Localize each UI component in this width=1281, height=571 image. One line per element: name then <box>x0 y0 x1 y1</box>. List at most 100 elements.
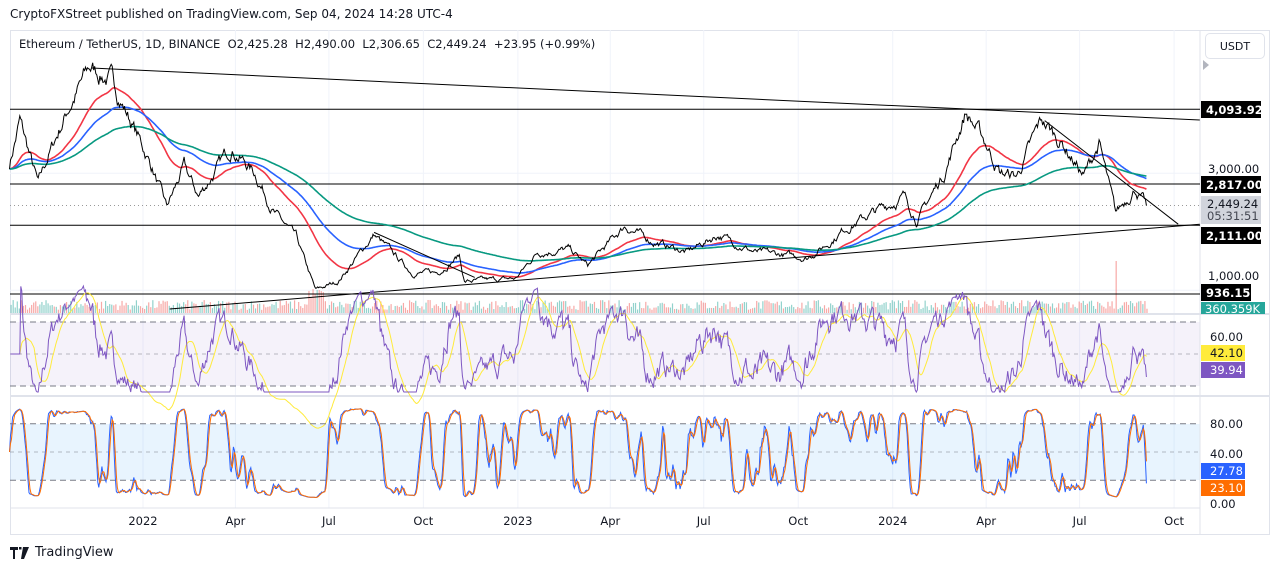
symbol-name[interactable]: Ethereum / TetherUS, 1D, BINANCE <box>19 37 221 51</box>
volume-bar <box>168 305 170 313</box>
volume-bar <box>339 301 341 313</box>
volume-bar <box>57 309 59 313</box>
volume-bar <box>1103 306 1105 313</box>
volume-bar <box>388 305 390 313</box>
volume-bar <box>760 308 762 313</box>
volume-bar <box>678 309 680 313</box>
volume-bar <box>815 301 817 313</box>
volume-bar <box>285 300 287 313</box>
volume-bar <box>774 303 776 313</box>
volume-bar <box>526 303 528 313</box>
volume-bar <box>263 304 265 313</box>
volume-bar <box>419 308 421 313</box>
volume-bar <box>180 306 183 313</box>
volume-bar <box>501 305 503 313</box>
volume-bar <box>632 303 635 313</box>
volume-bar <box>43 305 45 313</box>
volume-bar <box>558 300 561 313</box>
volume-bar <box>18 308 20 313</box>
volume-bar <box>271 304 273 313</box>
volume-bar <box>31 304 33 313</box>
volume-bar <box>766 300 768 313</box>
volume-bar <box>1121 305 1123 313</box>
volume-bar <box>162 300 164 313</box>
volume-bar <box>427 300 429 313</box>
volume-bar <box>573 305 575 313</box>
tradingview-logo-icon[interactable] <box>10 546 30 559</box>
volume-bar <box>712 307 715 313</box>
volume-label-box <box>1201 302 1265 314</box>
volume-bar <box>232 303 234 313</box>
volume-bar <box>938 309 941 313</box>
volume-bar <box>125 302 127 313</box>
volume-bar <box>667 307 669 313</box>
x-tick-label: Oct <box>1164 514 1184 528</box>
volume-bar <box>291 308 294 313</box>
level-label: 2,111.00 <box>1206 229 1263 243</box>
trendline <box>169 223 1200 310</box>
volume-bar <box>37 306 39 313</box>
volume-bar <box>548 302 550 313</box>
moving-average-line <box>9 106 1147 274</box>
currency-button[interactable]: USDT <box>1205 33 1265 59</box>
volume-bar <box>834 307 836 313</box>
volume-bar <box>195 303 197 313</box>
volume-bar <box>647 305 649 313</box>
volume-bar <box>597 308 600 313</box>
footer-brand[interactable]: TradingView <box>35 545 114 560</box>
volume-bar <box>193 303 195 313</box>
volume-bar <box>491 301 493 313</box>
volume-bar <box>503 307 505 313</box>
volume-bar <box>413 302 415 313</box>
volume-bar <box>694 308 696 313</box>
volume-bar <box>480 308 483 313</box>
volume-bar <box>84 303 86 313</box>
volume-bar <box>470 309 472 313</box>
volume-bar <box>1033 306 1035 313</box>
volume-bar <box>464 302 466 313</box>
volume-bar <box>226 302 228 313</box>
volume-bar <box>782 308 785 313</box>
trendline <box>1044 120 1179 225</box>
rsi-value: 39.94 <box>1210 363 1243 377</box>
x-tick-label: Jul <box>1072 514 1087 528</box>
volume-bar <box>324 301 326 313</box>
level-label-box <box>1201 227 1261 244</box>
volume-bar <box>940 304 943 313</box>
volume-bar <box>715 306 717 313</box>
volume-bar <box>840 304 842 313</box>
volume-bar <box>530 303 532 313</box>
volume-bar <box>571 308 573 313</box>
ohlc-low: L2,306.65 <box>362 37 420 51</box>
volume-bar <box>676 308 678 313</box>
volume-bar <box>546 308 548 313</box>
volume-bar <box>347 303 349 313</box>
volume-bar <box>1047 303 1049 313</box>
x-tick-label: Jul <box>321 514 336 528</box>
volume-bar <box>932 307 934 313</box>
volume-bar <box>708 307 711 313</box>
trendline <box>373 231 475 278</box>
volume-bar <box>524 308 526 313</box>
volume-bar <box>1082 300 1084 313</box>
volume-bar <box>109 304 111 313</box>
volume-bar <box>137 305 140 313</box>
volume-bar <box>252 304 255 313</box>
volume-bar <box>959 306 961 313</box>
volume-bar <box>1117 309 1119 313</box>
level-label: 2,817.00 <box>1206 178 1263 192</box>
volume-bars <box>10 261 1148 313</box>
volume-bar <box>1138 301 1140 313</box>
volume-bar <box>509 306 511 313</box>
volume-bar <box>55 306 57 313</box>
volume-bar <box>107 305 109 313</box>
scroll-right-icon[interactable] <box>1203 60 1209 70</box>
volume-bar <box>1127 304 1130 313</box>
volume-bar <box>1070 307 1072 313</box>
volume-bar <box>100 301 103 313</box>
volume-bar <box>267 306 269 313</box>
volume-bar <box>53 306 55 313</box>
volume-bar <box>14 307 16 313</box>
footer: TradingView <box>10 545 114 560</box>
